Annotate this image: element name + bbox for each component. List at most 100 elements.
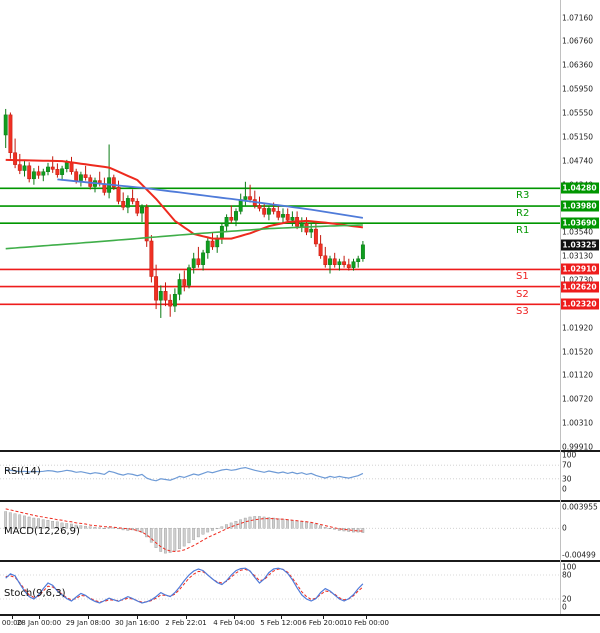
stoch-tick: 20 — [562, 594, 572, 604]
candle-up — [309, 228, 314, 233]
stoch-panel: Stoch(9,6,3) 100 80 20 0 — [0, 562, 600, 614]
candle-down — [210, 240, 215, 248]
candle-up — [243, 196, 248, 200]
level-label-R2: R2 — [516, 208, 530, 220]
time-tick-mark — [137, 616, 138, 619]
macd-histogram-bar — [154, 528, 158, 548]
candle-up — [31, 171, 36, 180]
candle-down — [276, 211, 281, 218]
candle-up — [201, 252, 206, 265]
price-tick: 1.00720 — [562, 394, 594, 404]
candle-down — [182, 279, 187, 286]
candle-down — [196, 258, 201, 265]
candle-down — [346, 264, 351, 268]
time-tick-mark — [234, 616, 235, 619]
rsi-tick: 30 — [562, 474, 572, 484]
rsi-chart-canvas[interactable] — [0, 452, 560, 500]
time-axis: 00:00 28 Jan 00:00 29 Jan 08:00 30 Jan 16:0… — [0, 616, 600, 633]
macd-histogram-bar — [295, 520, 299, 529]
macd-histogram-bar — [323, 527, 327, 529]
current-price-tag: 1.03325 — [560, 239, 599, 251]
level-label-R1: R1 — [516, 225, 530, 237]
macd-histogram-bar — [192, 528, 195, 540]
macd-histogram-bar — [220, 526, 224, 529]
candle-up — [177, 279, 182, 295]
candle-up — [238, 199, 243, 212]
macd-histogram-bar — [140, 528, 144, 533]
macd-histogram-bar — [13, 513, 17, 529]
rsi-tick: 0 — [562, 484, 567, 494]
macd-histogram-bar — [107, 527, 111, 529]
macd-histogram-bar — [102, 528, 106, 529]
candle-down — [154, 276, 159, 301]
candle-down — [163, 291, 168, 301]
candle-down — [257, 205, 262, 209]
candle-up — [328, 258, 332, 265]
candle-down — [248, 196, 253, 200]
candle-down — [111, 177, 116, 188]
price-tag-R3: 1.04280 — [560, 182, 599, 194]
rsi-tick: 100 — [562, 450, 577, 460]
macd-histogram-bar — [361, 528, 365, 533]
candle-down — [318, 243, 323, 257]
macd-histogram-bar — [121, 528, 125, 531]
candle-down — [116, 186, 121, 202]
macd-histogram-bar — [239, 519, 242, 529]
candle-up — [266, 208, 271, 215]
price-tick: 1.05950 — [562, 84, 594, 94]
stoch-tick: 80 — [562, 570, 572, 580]
candle-up — [78, 174, 83, 181]
candle-up — [356, 258, 361, 262]
price-chart-canvas[interactable] — [0, 0, 560, 450]
ma-red — [5, 158, 364, 240]
candle-down — [69, 162, 74, 172]
candle-down — [168, 299, 173, 307]
time-tick-label: 2 Feb 22:01 — [165, 619, 207, 627]
panel-separator — [0, 560, 600, 562]
candle-down — [149, 240, 154, 277]
stoch-k-line — [5, 567, 364, 604]
macd-histogram-bar — [163, 528, 167, 554]
candle-up — [205, 240, 210, 254]
macd-histogram-bar — [135, 528, 139, 532]
candle-down — [323, 255, 328, 265]
time-tick-mark — [281, 616, 282, 619]
candle-down — [50, 166, 55, 170]
macd-histogram-bar — [112, 527, 116, 529]
macd-histogram-bar — [258, 516, 261, 529]
rsi-panel-title: RSI(14) — [4, 466, 41, 477]
rsi-line — [5, 466, 364, 482]
main-chart-panel: 1.07160 1.06760 1.06360 1.05950 1.05550 1.051… — [0, 0, 600, 452]
price-axis: 1.07160 1.06760 1.06360 1.05950 1.05550 1.051… — [560, 0, 600, 452]
stoch-chart-canvas[interactable] — [0, 562, 560, 614]
candle-down — [17, 164, 22, 171]
macd-histogram-bar — [182, 528, 186, 547]
candle-down — [27, 165, 32, 180]
price-tick: 1.03130 — [562, 251, 594, 261]
price-tick: 1.00310 — [562, 418, 594, 428]
candle-up — [360, 244, 365, 259]
macd-histogram-bar — [248, 516, 252, 529]
level-label-S1: S1 — [516, 271, 529, 283]
candle-down — [8, 114, 13, 154]
level-label-S3: S3 — [516, 306, 529, 318]
candle-up — [125, 198, 130, 208]
macd-chart-canvas[interactable] — [0, 502, 560, 560]
macd-tick: 0 — [562, 523, 567, 533]
macd-panel: MACD(12,26,9) 0.003955 0 -0.00499 — [0, 502, 600, 560]
candle-up — [290, 217, 295, 221]
macd-histogram-bar — [65, 523, 69, 529]
price-tag-S1: 1.02910 — [560, 263, 599, 275]
time-tick-label: 5 Feb 12:00 — [260, 619, 302, 627]
macd-histogram-bar — [187, 528, 191, 544]
price-tick: 1.04740 — [562, 156, 594, 166]
candle-down — [36, 171, 41, 176]
price-tick: 1.01520 — [562, 347, 594, 357]
time-tick-label: 10 Feb 00:00 — [343, 619, 389, 627]
time-tick-label: 4 Feb 04:00 — [213, 619, 255, 627]
macd-histogram-bar — [46, 520, 50, 529]
candle-down — [271, 208, 276, 212]
axis-border — [560, 0, 561, 614]
macd-histogram-bar — [79, 525, 83, 529]
